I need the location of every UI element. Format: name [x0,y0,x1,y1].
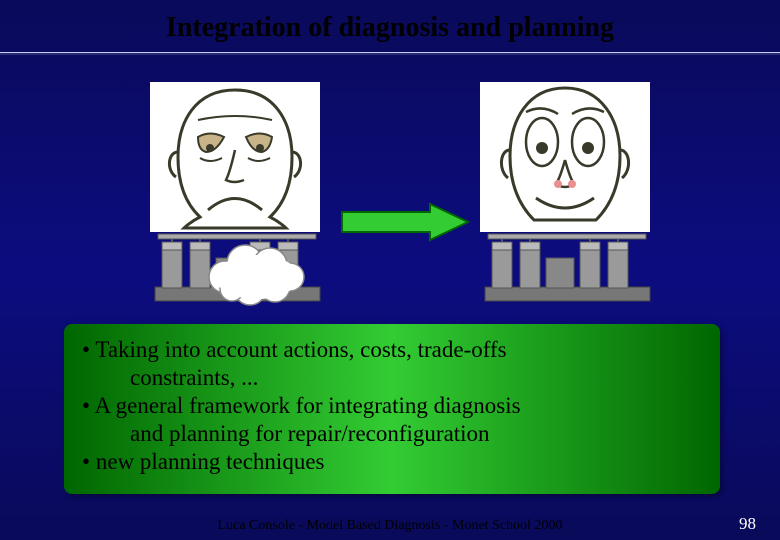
bullet-3-line1: new planning techniques [96,449,325,474]
graphics-area [0,57,780,302]
happy-face-image [480,82,650,232]
smoke-cloud-icon [200,237,315,307]
bullet-2: A general framework for integrating diag… [82,392,702,448]
slide-title: Integration of diagnosis and planning [0,0,780,50]
bullet-1-line1: Taking into account actions, costs, trad… [95,337,506,362]
arrow-icon [340,202,470,242]
footer-text: Luca Console - Model Based Diagnosis - M… [0,518,780,534]
bullet-1-line2: constraints, ... [106,364,702,392]
bullet-1: Taking into account actions, costs, trad… [82,336,702,392]
bullet-2-line1: A general framework for integrating diag… [95,393,521,418]
machine-right-image [480,232,655,307]
bullet-3: new planning techniques [82,448,702,476]
page-number: 98 [739,514,756,534]
bullets-box: Taking into account actions, costs, trad… [64,324,720,494]
bullet-2-line2: and planning for repair/reconfiguration [106,420,702,448]
sad-face-image [150,82,320,232]
